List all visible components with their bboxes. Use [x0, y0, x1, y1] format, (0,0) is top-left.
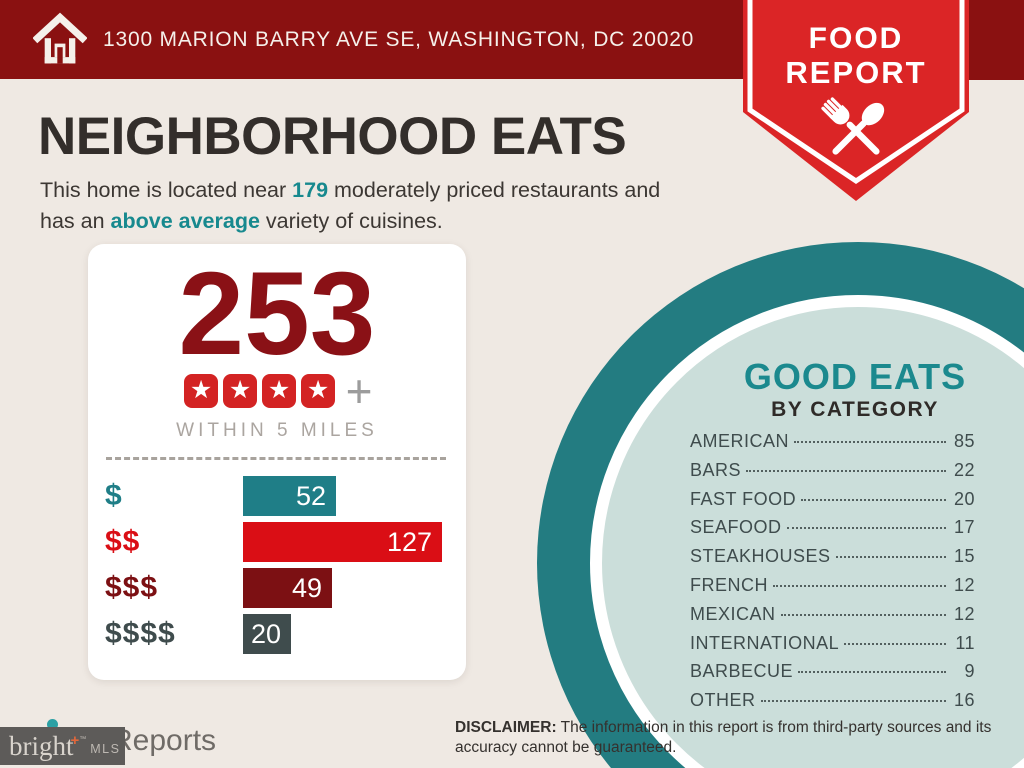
price-bar: 127	[243, 522, 442, 563]
price-bar-row: $$ 127	[105, 522, 466, 563]
category-label: SEAFOOD	[690, 517, 782, 538]
category-label: BARBECUE	[690, 661, 794, 682]
reports-wordmark: Reports	[111, 724, 217, 757]
trademark-symbol: ™	[79, 735, 87, 743]
category-label: FAST FOOD	[690, 488, 797, 509]
category-value: 15	[953, 546, 975, 567]
property-address: 1300 MARION BARRY AVE SE, WASHINGTON, DC…	[103, 27, 695, 51]
good-eats-subtitle: BY CATEGORY	[771, 398, 939, 421]
plus-icon: +	[345, 365, 373, 418]
category-value: 20	[953, 488, 975, 509]
category-row: OTHER 16	[690, 690, 975, 719]
dotted-leader	[844, 642, 946, 645]
disclaimer-label: DISCLAIMER:	[455, 719, 557, 736]
star-icon: ★	[301, 374, 336, 409]
home-icon	[33, 12, 87, 64]
dotted-leader	[801, 498, 946, 501]
category-row: FRENCH 12	[690, 575, 975, 604]
restaurant-stats-card: 253 ★ ★ ★ ★ + WITHIN 5 MILES $52 $$ 127 $$$ 49 $$…	[88, 244, 466, 680]
total-restaurant-count: 253	[178, 248, 376, 380]
disclaimer: DISCLAIMER: The information in this repo…	[455, 719, 992, 757]
price-bar-row: $$$ 49	[105, 568, 466, 609]
category-value: 85	[953, 431, 975, 451]
dashed-divider	[106, 457, 446, 461]
price-tier-label: $	[105, 479, 123, 513]
variety-highlight: above average	[110, 208, 260, 233]
dotted-leader	[786, 527, 946, 530]
star-icon: ★	[262, 374, 297, 409]
dotted-leader	[746, 469, 946, 472]
category-label: MEXICAN	[690, 603, 776, 624]
category-list: AMERICAN 85 BARS 22 FAST FOOD 20 SEAFOOD 17 STEA…	[690, 431, 975, 719]
category-row: MEXICAN 12	[690, 604, 975, 633]
category-row: STEAKHOUSES 15	[690, 546, 975, 575]
badge-line1: FOOD	[809, 22, 904, 55]
dotted-leader	[780, 613, 946, 616]
dotted-leader	[794, 441, 946, 443]
price-tier-label: $$$	[105, 571, 159, 605]
restaurant-count: 179	[292, 178, 329, 202]
price-bar: 52	[243, 476, 336, 517]
category-value: 17	[953, 517, 975, 538]
category-value: 9	[964, 661, 975, 682]
category-row: SEAFOOD 17	[690, 517, 975, 546]
subtitle: This home is located near 179 moderately…	[40, 175, 660, 236]
category-row: FAST FOOD 20	[690, 489, 975, 518]
spoon-fork-icon	[821, 97, 885, 155]
brand-plus-mark: +	[70, 731, 80, 749]
price-bar: 20	[243, 614, 291, 655]
star-icon: ★	[184, 374, 219, 409]
star-rating: ★ ★ ★ ★ +	[88, 365, 466, 418]
category-value: 11	[955, 632, 975, 653]
brand-suffix: MLS	[90, 742, 121, 756]
dotted-leader	[835, 556, 946, 559]
price-bar: 49	[243, 568, 332, 609]
category-row: AMERICAN 85	[690, 431, 975, 460]
underlay-logo-dot	[47, 719, 58, 730]
bright-mls-logo: bright + ™ MLS	[0, 727, 125, 765]
price-tier-label: $$$$	[105, 617, 176, 651]
price-bar-row: $52	[105, 476, 466, 517]
star-icon: ★	[223, 374, 258, 409]
badge-line2: REPORT	[785, 55, 926, 90]
category-label: OTHER	[690, 690, 756, 711]
category-label: FRENCH	[690, 574, 768, 595]
category-value: 22	[953, 459, 975, 480]
dotted-leader	[760, 700, 946, 703]
food-report-badge: FOOD REPORT	[743, 0, 969, 201]
category-value: 16	[953, 690, 975, 711]
good-eats-title: GOOD EATS	[743, 356, 967, 397]
category-row: BARBECUE 9	[690, 661, 975, 690]
category-label: BARS	[690, 459, 742, 480]
category-label: AMERICAN	[690, 431, 790, 451]
category-row: BARS 22	[690, 460, 975, 489]
category-value: 12	[953, 603, 975, 624]
brand-name: bright	[9, 730, 74, 761]
page-title: NEIGHBORHOOD EATS	[38, 107, 627, 166]
category-value: 12	[953, 574, 975, 595]
category-row: INTERNATIONAL 11	[690, 633, 975, 662]
category-label: INTERNATIONAL	[690, 632, 840, 653]
dotted-leader	[798, 671, 946, 674]
subtitle-line1: This home is located near 179 moderately…	[40, 178, 661, 202]
topbar-right-block	[966, 0, 1024, 80]
price-bar-row: $$$$ 20	[105, 614, 466, 655]
radius-label: WITHIN 5 MILES	[176, 420, 378, 442]
price-tier-bar-chart: $52 $$ 127 $$$ 49 $$$$ 20	[88, 476, 466, 655]
dotted-leader	[773, 584, 946, 587]
price-tier-label: $$	[105, 525, 141, 559]
subtitle-line2: has an above average variety of cuisines…	[40, 208, 443, 233]
category-label: STEAKHOUSES	[690, 546, 831, 567]
